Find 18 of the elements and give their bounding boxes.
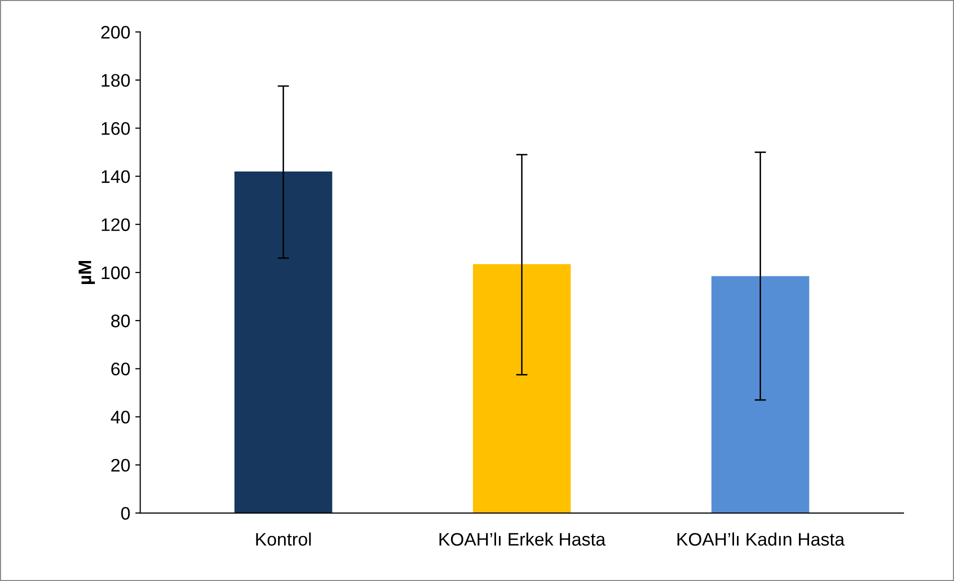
y-tick-label: 60 [111,362,130,376]
y-tick-label: 0 [121,506,130,520]
y-tick-label: 160 [102,122,130,135]
y-tick-label: 120 [102,218,130,232]
x-tick-label: KOAH’lı Kadın Hasta [678,532,845,546]
x-tick-label: KOAH’lı Erkek Hasta [440,532,606,546]
y-tick-label: 100 [102,266,130,280]
y-tick-label: 20 [111,458,130,472]
y-axis-title: µM [78,260,95,284]
y-tick-label: 80 [111,314,130,328]
y-tick-label: 200 [101,26,130,39]
bar [711,276,810,514]
bar [234,171,332,514]
y-tick-label: 140 [102,170,130,183]
bar [472,264,571,514]
y-tick-label: 40 [110,410,130,424]
y-tick-label: 180 [102,74,130,87]
x-tick-label: Kontrol [256,532,311,546]
